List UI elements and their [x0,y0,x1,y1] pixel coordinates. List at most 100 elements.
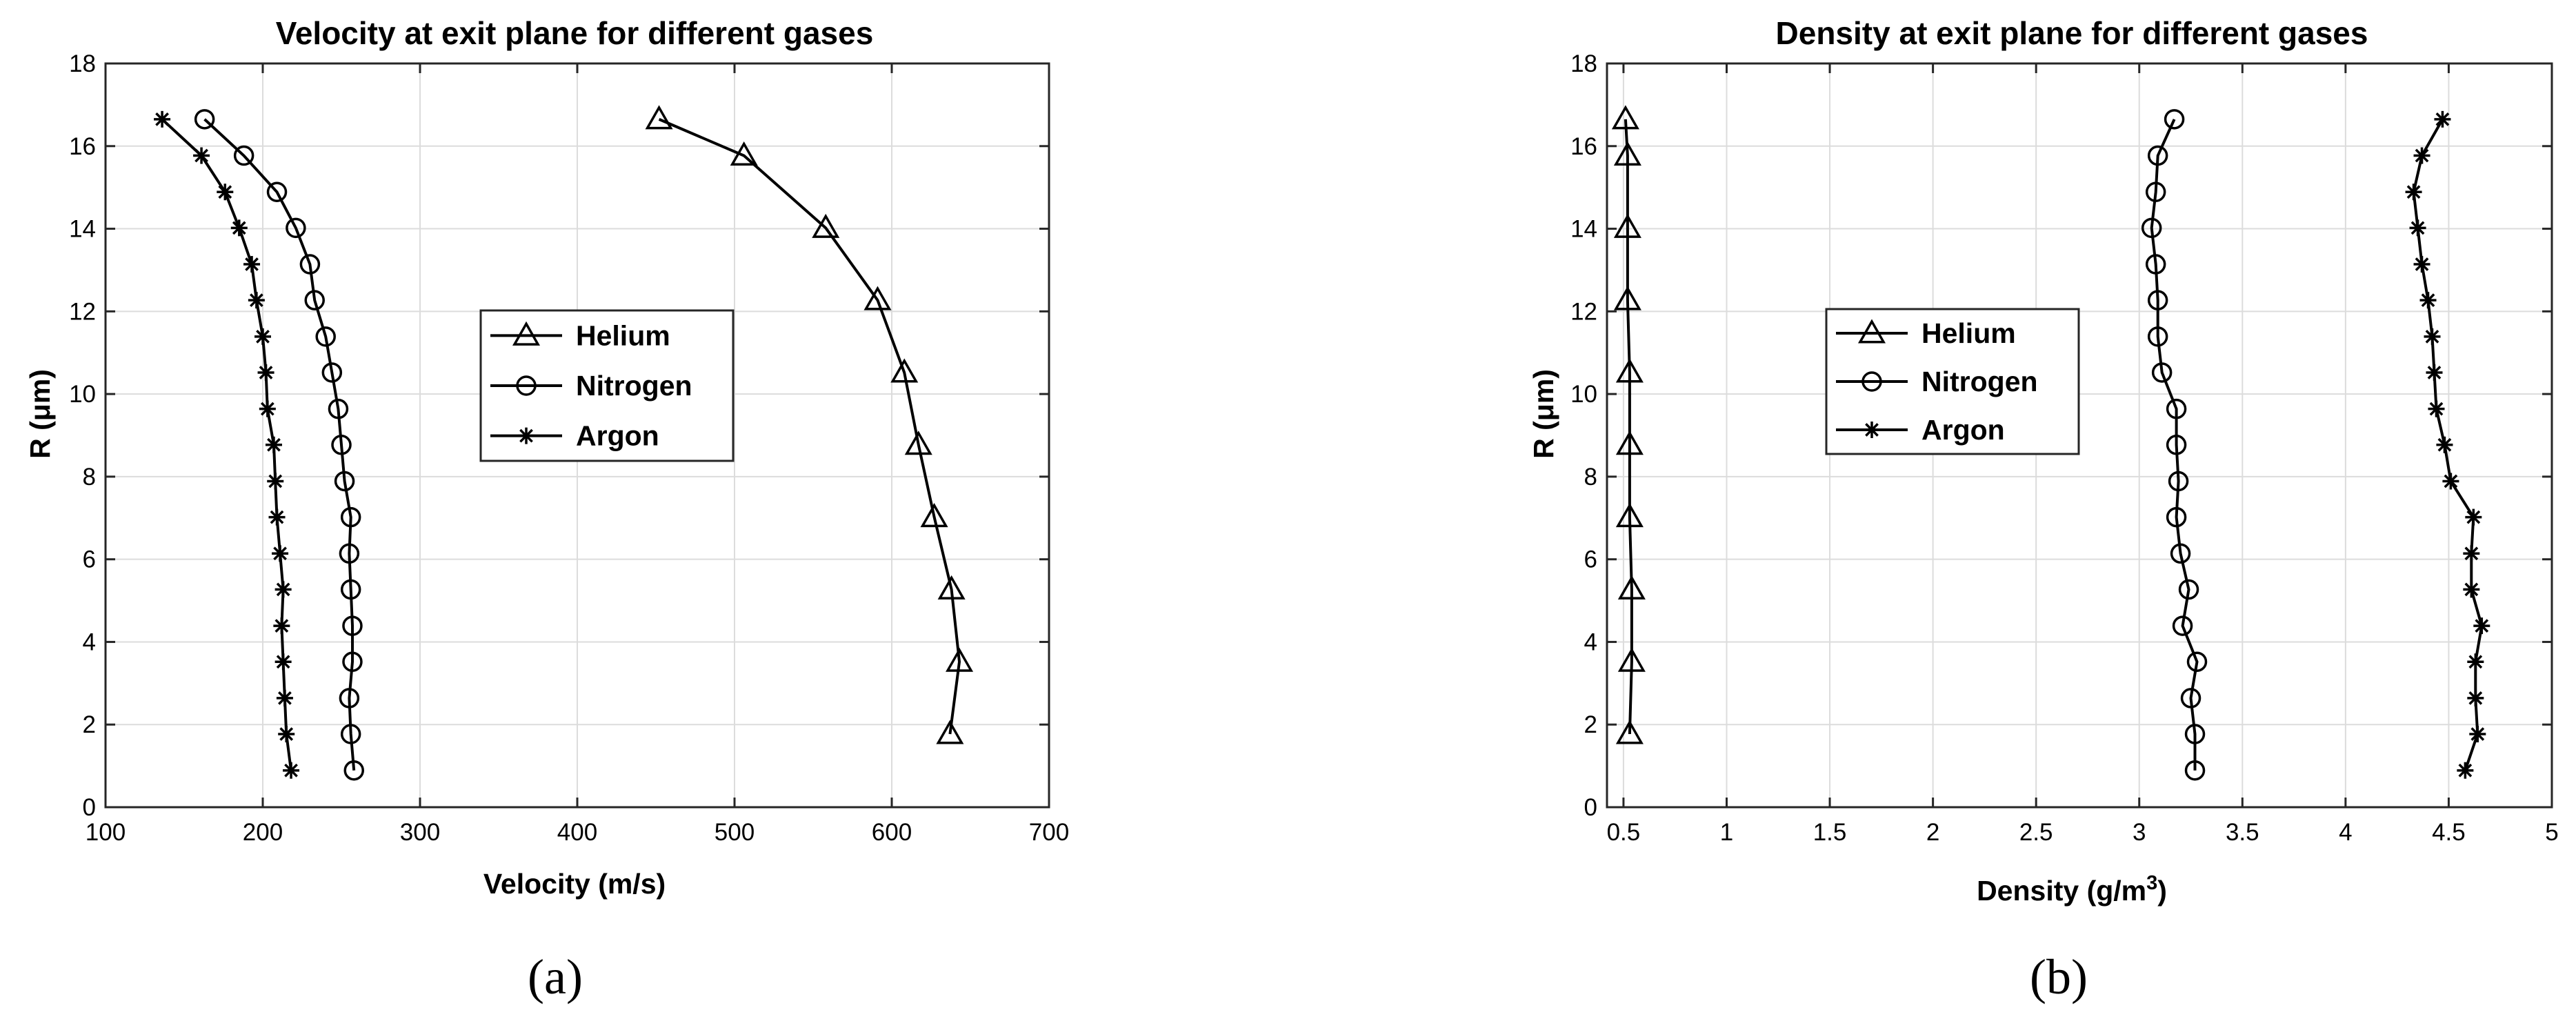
y-tick-label: 18 [69,50,96,77]
y-tick-label: 14 [69,216,96,243]
marker-stroke [155,112,169,126]
marker-circle [342,651,363,672]
marker-asterisk [2465,508,2482,526]
marker-asterisk [193,147,210,164]
marker-asterisk [273,617,290,635]
marker-stroke [2435,112,2450,126]
marker-asterisk [243,256,261,273]
x-axis-label: Velocity (m/s) [483,868,666,900]
marker-asterisk [230,219,248,237]
marker-asterisk [2463,545,2480,562]
legend-label: Argon [576,420,659,452]
marker-circle [339,543,360,564]
marker-stroke [194,148,208,163]
marker-stroke [2421,293,2435,308]
marker-asterisk [274,653,292,671]
y-tick-label: 0 [83,794,96,821]
x-tick-label: 4 [2339,819,2352,846]
marker-stroke [267,437,281,452]
marker-stroke [2468,691,2483,705]
marker-circle [2170,543,2191,564]
marker-stroke [2458,763,2473,778]
legend-item-argon: Argon [490,420,659,452]
marker-stroke [273,546,287,561]
series-line [2150,119,2199,771]
marker-stroke [276,655,290,669]
marker-triangle [1611,105,1639,130]
marker-asterisk [2442,473,2459,490]
legend-item-argon: Argon [1836,414,2005,446]
y-tick-label: 2 [1584,711,1597,738]
marker-stroke [268,474,283,488]
density-chart: Density at exit plane for different gase… [1528,15,2559,1005]
marker-asterisk [2409,219,2426,237]
marker-circle [328,398,349,419]
marker-stroke [2475,619,2489,633]
x-tick-label: 1.5 [1813,819,1847,846]
marker-stroke [284,763,298,778]
x-tick-label: 300 [400,819,440,846]
x-tick-label: 100 [86,819,126,846]
y-tick-label: 8 [1584,464,1597,491]
marker-circle [334,471,355,492]
x-tick-label: 2.5 [2019,819,2053,846]
marker-stroke [519,428,533,443]
marker-circle [2178,579,2199,600]
marker-stroke [274,619,289,633]
marker-asterisk [217,184,234,201]
marker-stroke [1865,423,1879,437]
marker-stroke [259,366,273,379]
marker-stroke [276,582,290,597]
legend-label: Helium [576,319,670,351]
marker-circle [2168,471,2189,492]
marker-asterisk [2457,762,2474,779]
marker-asterisk [283,762,300,779]
marker-circle [331,435,352,455]
y-tick-label: 4 [1584,629,1597,655]
marker-triangle [1857,319,1886,344]
marker-asterisk [272,545,289,562]
marker-circle [194,109,215,130]
series-argon [2405,110,2490,779]
marker-triangle [936,720,964,744]
marker-triangle [1613,213,1641,238]
marker-circle [2184,724,2206,744]
marker-asterisk [2419,292,2437,309]
x-tick-label: 0.5 [1607,819,1641,846]
marker-triangle [1613,286,1641,310]
chart-title: Velocity at exit plane for different gas… [276,15,874,51]
marker-circle [2164,109,2185,130]
y-tick-label: 12 [1570,298,1597,325]
marker-stroke [2406,185,2421,199]
marker-circle [342,615,363,636]
legend: Helium Nitrogen Argon [479,309,735,462]
marker-circle [299,254,321,275]
marker-asterisk [2469,725,2486,742]
marker-stroke [256,329,270,344]
marker-triangle [645,105,673,130]
marker-circle [2172,615,2193,636]
marker-circle [2166,398,2187,419]
marker-asterisk [259,400,276,417]
marker-circle [340,579,361,600]
legend-label: Helium [1921,317,2016,349]
marker-circle [321,362,343,383]
marker-circle [2147,290,2168,310]
marker-stroke [270,510,284,524]
marker-asterisk [154,110,171,128]
y-tick-label: 6 [83,546,96,573]
y-tick-label: 16 [1570,133,1597,160]
marker-triangle [1615,503,1644,528]
marker-stroke [2427,366,2442,379]
marker-circle [315,326,336,347]
marker-asterisk [248,292,265,309]
plot-frame [1606,62,2553,809]
marker-asterisk [267,473,284,490]
marker-stroke [218,185,232,199]
marker-circle [2186,651,2208,672]
marker-circle [266,181,288,203]
marker-triangle [1617,575,1646,600]
marker-circle [2145,254,2166,275]
marker-asterisk [1864,422,1880,438]
